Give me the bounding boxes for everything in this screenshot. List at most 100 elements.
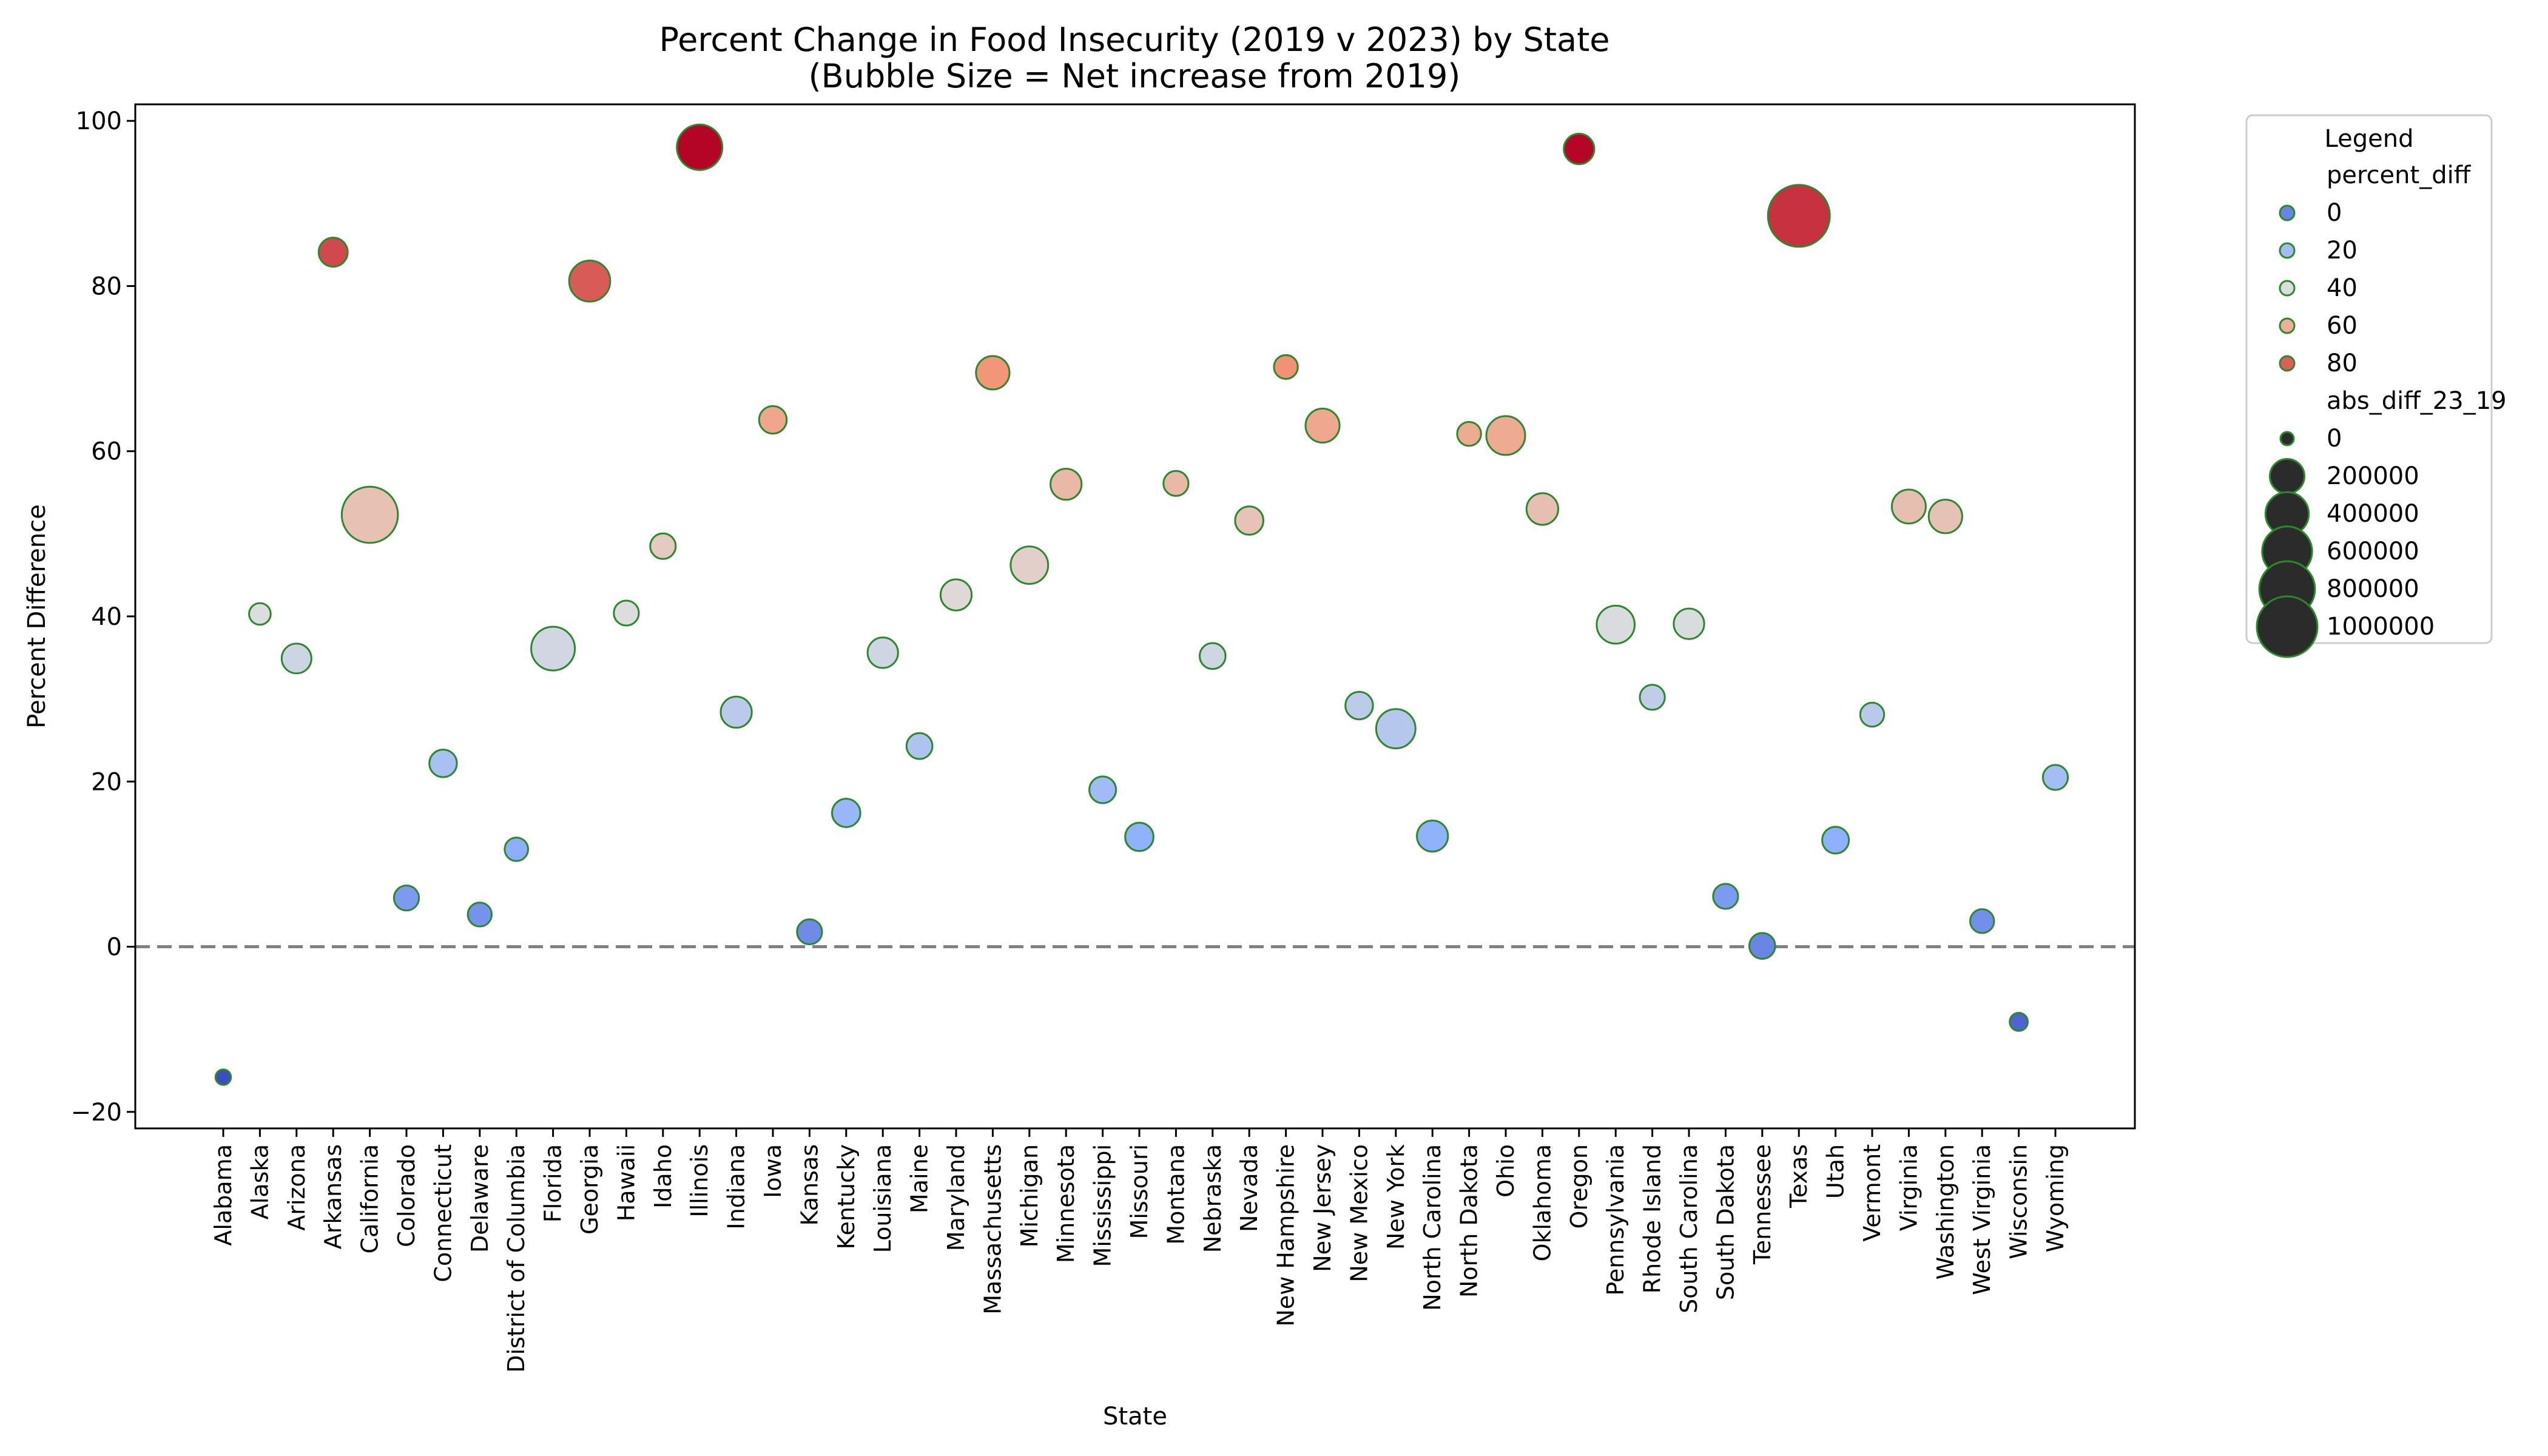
data-point-bubble [758, 405, 788, 435]
x-tick-label: Connecticut [430, 1144, 456, 1282]
x-tick-label: Nebraska [1199, 1144, 1226, 1253]
x-tick-label: Hawaii [613, 1144, 639, 1221]
data-point-bubble [1927, 499, 1963, 534]
data-point-bubble [1639, 684, 1666, 711]
x-tick-label: Iowa [760, 1144, 786, 1198]
data-point-bubble [1525, 492, 1559, 526]
y-tick-label: 40 [91, 603, 122, 631]
data-point-bubble [340, 485, 399, 544]
legend-size-marker [2279, 431, 2295, 447]
legend-size-label: 200000 [2327, 462, 2419, 490]
x-tick-label: Idaho [650, 1144, 676, 1208]
data-point-bubble [1821, 826, 1850, 855]
data-point-bubble [1416, 820, 1449, 853]
data-point-bubble [1199, 642, 1227, 670]
data-point-bubble [905, 732, 934, 760]
legend-hue-label: 60 [2327, 312, 2358, 340]
x-tick-label: Michigan [1016, 1144, 1043, 1247]
legend-size-marker [2269, 458, 2305, 494]
x-tick-label: Tennessee [1749, 1144, 1776, 1265]
legend-hue-marker [2279, 355, 2296, 372]
data-point-bubble [467, 902, 493, 928]
legend-size-label: 400000 [2327, 500, 2419, 528]
data-point-bubble [1712, 883, 1739, 910]
data-point-bubble [1050, 468, 1083, 501]
x-tick-label: Wisconsin [2006, 1144, 2032, 1259]
legend-size-label: 800000 [2327, 575, 2419, 603]
x-tick-label: Alaska [246, 1144, 273, 1219]
x-tick-label: Oklahoma [1529, 1144, 1555, 1261]
chart-title-line1: Percent Change in Food Insecurity (2019 … [659, 21, 1609, 59]
data-point-bubble [393, 885, 420, 912]
legend-hue-label: 80 [2327, 349, 2358, 377]
x-axis-label: State [1103, 1403, 1167, 1431]
x-tick-label: New York [1383, 1144, 1409, 1250]
x-tick-label: Delaware [467, 1144, 493, 1253]
data-point-bubble [796, 918, 823, 946]
x-tick-label: Arizona [283, 1144, 310, 1231]
data-point-bubble [866, 636, 899, 669]
x-tick-label: Kansas [796, 1144, 823, 1226]
x-tick-label: Virginia [1895, 1144, 1922, 1231]
legend: Legend percent_diff 0 20 40 60 80 abs_diff_23_… [2245, 114, 2507, 658]
x-tick-label: Indiana [723, 1144, 750, 1230]
x-tick-label: Kentucky [833, 1144, 860, 1250]
legend-hue-marker [2279, 204, 2296, 221]
x-tick-label: Louisiana [869, 1144, 896, 1253]
x-tick-label: North Carolina [1419, 1144, 1446, 1311]
x-tick-label: Washington [1932, 1144, 1959, 1279]
legend-hue-title: percent_diff [2327, 161, 2472, 189]
data-point-bubble [280, 642, 312, 675]
data-point-bubble [1304, 408, 1341, 444]
y-tick-label: 100 [76, 107, 122, 135]
data-point-bubble [720, 695, 753, 729]
x-tick-label: West Virginia [1969, 1144, 1995, 1295]
x-tick-label: South Dakota [1712, 1144, 1739, 1300]
data-point-bubble [1344, 690, 1374, 721]
data-point-bubble [1088, 775, 1117, 804]
x-tick-label: Georgia [576, 1144, 603, 1235]
data-point-bubble [1767, 184, 1831, 248]
x-tick-label: Ohio [1492, 1144, 1519, 1198]
chart-title-line2: (Bubble Size = Net increase from 2019) [809, 57, 1461, 95]
legend-entries: percent_diff 0 20 40 60 80 abs_diff_23_19 0 2000… [2256, 161, 2507, 658]
data-point-bubble [317, 237, 349, 268]
x-tick-label: Colorado [393, 1144, 420, 1247]
x-tick-label: Maine [906, 1144, 933, 1213]
data-point-bubble [428, 749, 458, 778]
data-point-bubble [504, 837, 530, 862]
legend-hue-marker [2279, 242, 2296, 259]
x-tick-label: California [357, 1144, 383, 1253]
data-point-bubble [1563, 132, 1596, 166]
data-point-bubble [248, 602, 272, 626]
x-tick-label: Texas [1785, 1144, 1812, 1208]
data-point-bubble [214, 1068, 232, 1086]
x-tick-label: Oregon [1566, 1144, 1592, 1229]
plot-area: −20 0 20 40 60 80 100 Alabama Alaska Arizona Arkan… [71, 107, 2135, 1373]
legend-size-title: abs_diff_23_19 [2327, 387, 2507, 415]
y-tick-label: 60 [91, 438, 122, 466]
x-tick-label: Alabama [210, 1144, 237, 1246]
y-axis-label: Percent Difference [23, 504, 51, 728]
data-point-bubble [649, 532, 677, 560]
x-tick-label: Utah [1822, 1144, 1849, 1199]
legend-hue-label: 0 [2327, 199, 2342, 227]
x-tick-label: New Jersey [1309, 1144, 1336, 1272]
y-tick-label: 0 [107, 934, 122, 962]
data-point-bubble [1748, 932, 1776, 960]
data-point-bubble [1124, 821, 1154, 852]
x-tick-label: Montana [1162, 1144, 1189, 1245]
legend-hue-label: 40 [2327, 274, 2358, 302]
x-tick-label: Florida [540, 1144, 567, 1222]
legend-size-marker [2256, 595, 2319, 658]
legend-size-label: 0 [2327, 425, 2342, 453]
data-point-bubble [1162, 470, 1190, 497]
data-point-bubble [1375, 708, 1417, 750]
x-tick-label: Vermont [1859, 1144, 1886, 1242]
data-point-bubble [1485, 415, 1526, 456]
x-tick-label: North Dakota [1456, 1144, 1483, 1298]
x-tick-label: Missouri [1126, 1144, 1153, 1239]
x-tick-label: Mississippi [1090, 1144, 1116, 1267]
